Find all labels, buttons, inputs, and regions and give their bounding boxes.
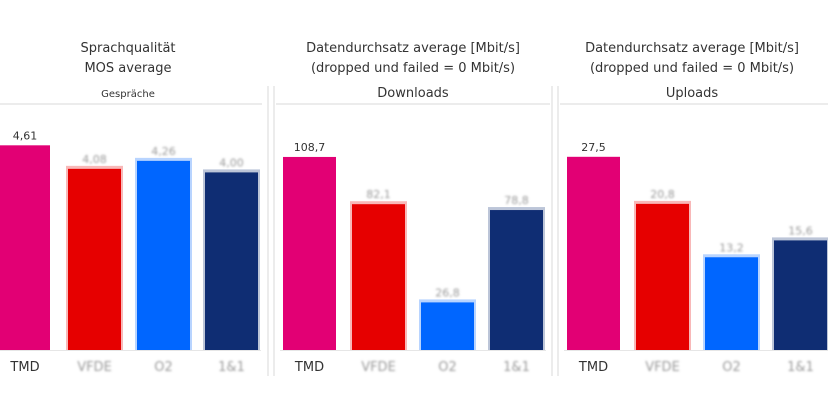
bar-1-2 bbox=[421, 302, 474, 350]
bar-0-0 bbox=[0, 145, 50, 350]
value-label-1-2: 26,8 bbox=[435, 286, 460, 299]
panel-3-subtitle: Uploads bbox=[666, 86, 719, 101]
panel-1-title-line2: MOS average bbox=[84, 61, 171, 76]
value-label-0-1: 4,08 bbox=[82, 153, 107, 166]
value-label-2-3: 15,6 bbox=[788, 224, 813, 237]
category-label-2-0: TMD bbox=[578, 360, 608, 375]
category-label-0-0: TMD bbox=[9, 360, 39, 375]
category-label-2-3: 1&1 bbox=[787, 360, 814, 375]
value-label-2-1: 20,8 bbox=[650, 188, 675, 201]
panel-uploads: Datendurchsatz average [Mbit/s] (dropped… bbox=[560, 41, 828, 375]
category-label-1-3: 1&1 bbox=[503, 360, 530, 375]
value-label-1-0: 108,7 bbox=[294, 141, 326, 154]
value-label-2-0: 27,5 bbox=[581, 141, 606, 154]
panel-2-title: Datendurchsatz average [Mbit/s] bbox=[306, 41, 520, 56]
panel-3-title: Datendurchsatz average [Mbit/s] bbox=[585, 41, 799, 56]
panel-speech-quality: Sprachqualität MOS average Gespräche 4,6… bbox=[0, 41, 262, 375]
panel-2-title-line2: (dropped und failed = 0 Mbit/s) bbox=[311, 61, 515, 76]
bar-2-3 bbox=[774, 240, 827, 350]
panel-downloads: Datendurchsatz average [Mbit/s] (dropped… bbox=[276, 41, 550, 375]
panel-3-title-line2: (dropped und failed = 0 Mbit/s) bbox=[590, 61, 794, 76]
category-label-1-0: TMD bbox=[294, 360, 324, 375]
value-label-0-2: 4,26 bbox=[151, 145, 176, 158]
panel-2-bars: 108,7 TMD 82,1 VFDE 26,8 O2 78,8 1&1 bbox=[280, 141, 546, 375]
bar-2-0 bbox=[567, 156, 620, 350]
bar-1-0 bbox=[283, 156, 336, 350]
panel-1-bars: 4,61 TMD 4,08 VFDE 4,26 O2 4,00 1&1 bbox=[0, 129, 261, 375]
bar-1-3 bbox=[490, 210, 543, 350]
category-label-2-2: O2 bbox=[722, 360, 741, 375]
panel-1-subtitle: Gespräche bbox=[101, 89, 155, 100]
panel-2-subtitle: Downloads bbox=[377, 86, 449, 101]
bar-1-1 bbox=[352, 204, 405, 350]
value-label-1-3: 78,8 bbox=[504, 194, 529, 207]
category-label-1-2: O2 bbox=[438, 360, 457, 375]
bar-0-2 bbox=[137, 160, 190, 350]
panel-3-bars: 27,5 TMD 20,8 VFDE 13,2 O2 15,6 1&1 bbox=[564, 141, 828, 375]
bar-2-1 bbox=[636, 203, 689, 350]
category-label-2-1: VFDE bbox=[645, 360, 680, 375]
bar-0-1 bbox=[68, 168, 121, 350]
category-label-0-3: 1&1 bbox=[218, 360, 245, 375]
value-label-1-1: 82,1 bbox=[366, 188, 391, 201]
bar-0-3 bbox=[205, 172, 258, 350]
value-label-0-3: 4,00 bbox=[219, 156, 244, 169]
value-label-2-2: 13,2 bbox=[719, 241, 744, 254]
bar-2-2 bbox=[705, 257, 758, 350]
value-label-0-0: 4,61 bbox=[13, 129, 38, 142]
category-label-0-1: VFDE bbox=[77, 360, 112, 375]
category-label-0-2: O2 bbox=[154, 360, 173, 375]
category-label-1-1: VFDE bbox=[361, 360, 396, 375]
panel-1-title: Sprachqualität bbox=[80, 41, 175, 56]
